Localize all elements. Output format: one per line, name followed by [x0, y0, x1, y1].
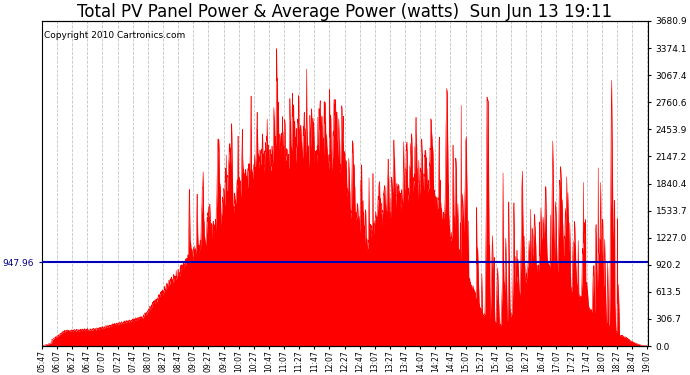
Text: Copyright 2010 Cartronics.com: Copyright 2010 Cartronics.com: [43, 31, 185, 40]
Title: Total PV Panel Power & Average Power (watts)  Sun Jun 13 19:11: Total PV Panel Power & Average Power (wa…: [77, 3, 613, 21]
